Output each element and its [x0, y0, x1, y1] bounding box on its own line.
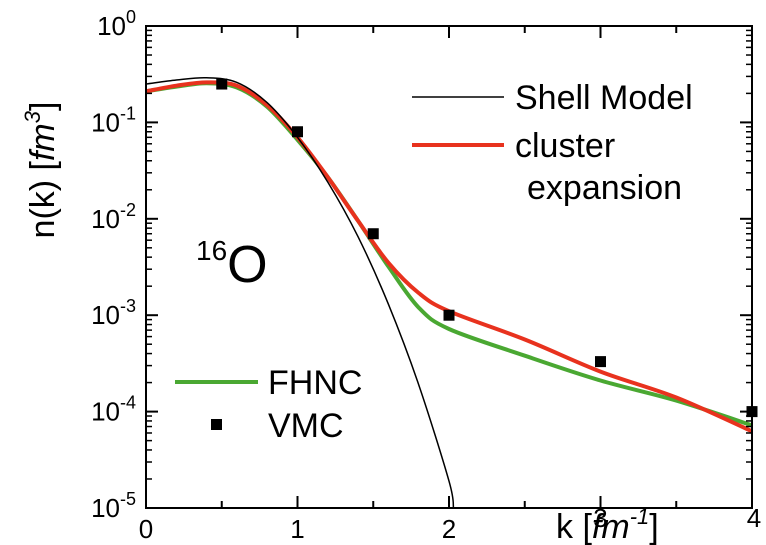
- legend-label-shell: Shell Model: [515, 79, 693, 117]
- vmc-marker: [216, 78, 228, 90]
- x-tick-label: 0: [139, 514, 153, 544]
- x-tick-label: 2: [442, 514, 456, 544]
- axes: [145, 25, 753, 509]
- y-tick-label: 10-4: [91, 393, 136, 427]
- labels: 0 1 2 3 4 100 10-1 10-2 10-3 10-4 10-5 k [fm-1] n(k)…: [20, 7, 761, 545]
- vmc-marker: [367, 228, 379, 240]
- legend: Shell Model cluster expansion FHNC VMC: [175, 79, 693, 445]
- vmc-marker: [746, 406, 758, 418]
- y-tick-label: 100: [97, 7, 136, 41]
- x-tick-label: 4: [747, 503, 761, 533]
- y-tick-label: 10-3: [91, 296, 136, 330]
- legend-label-vmc: VMC: [268, 407, 344, 445]
- x-axis-label: k [fm-1]: [556, 504, 659, 545]
- y-axis-label: n(k) [fm3]: [20, 102, 62, 239]
- series-line-shell: [146, 76, 455, 508]
- legend-swatch-vmc: [211, 419, 222, 430]
- vmc-marker: [292, 126, 303, 138]
- legend-label-fhnc: FHNC: [268, 364, 362, 402]
- legend-label-cluster: cluster: [515, 127, 615, 165]
- vmc-marker: [443, 309, 455, 321]
- x-tick-label: 1: [290, 514, 304, 544]
- y-tick-label: 10-5: [91, 489, 136, 523]
- x-tick-label: 3: [593, 503, 607, 533]
- y-tick-label: 10-1: [91, 103, 136, 137]
- legend-label-cluster-line2: expansion: [527, 169, 682, 207]
- y-tick-label: 10-2: [91, 200, 136, 234]
- vmc-marker: [595, 356, 606, 368]
- nucleus-annotation: 16O: [196, 235, 268, 294]
